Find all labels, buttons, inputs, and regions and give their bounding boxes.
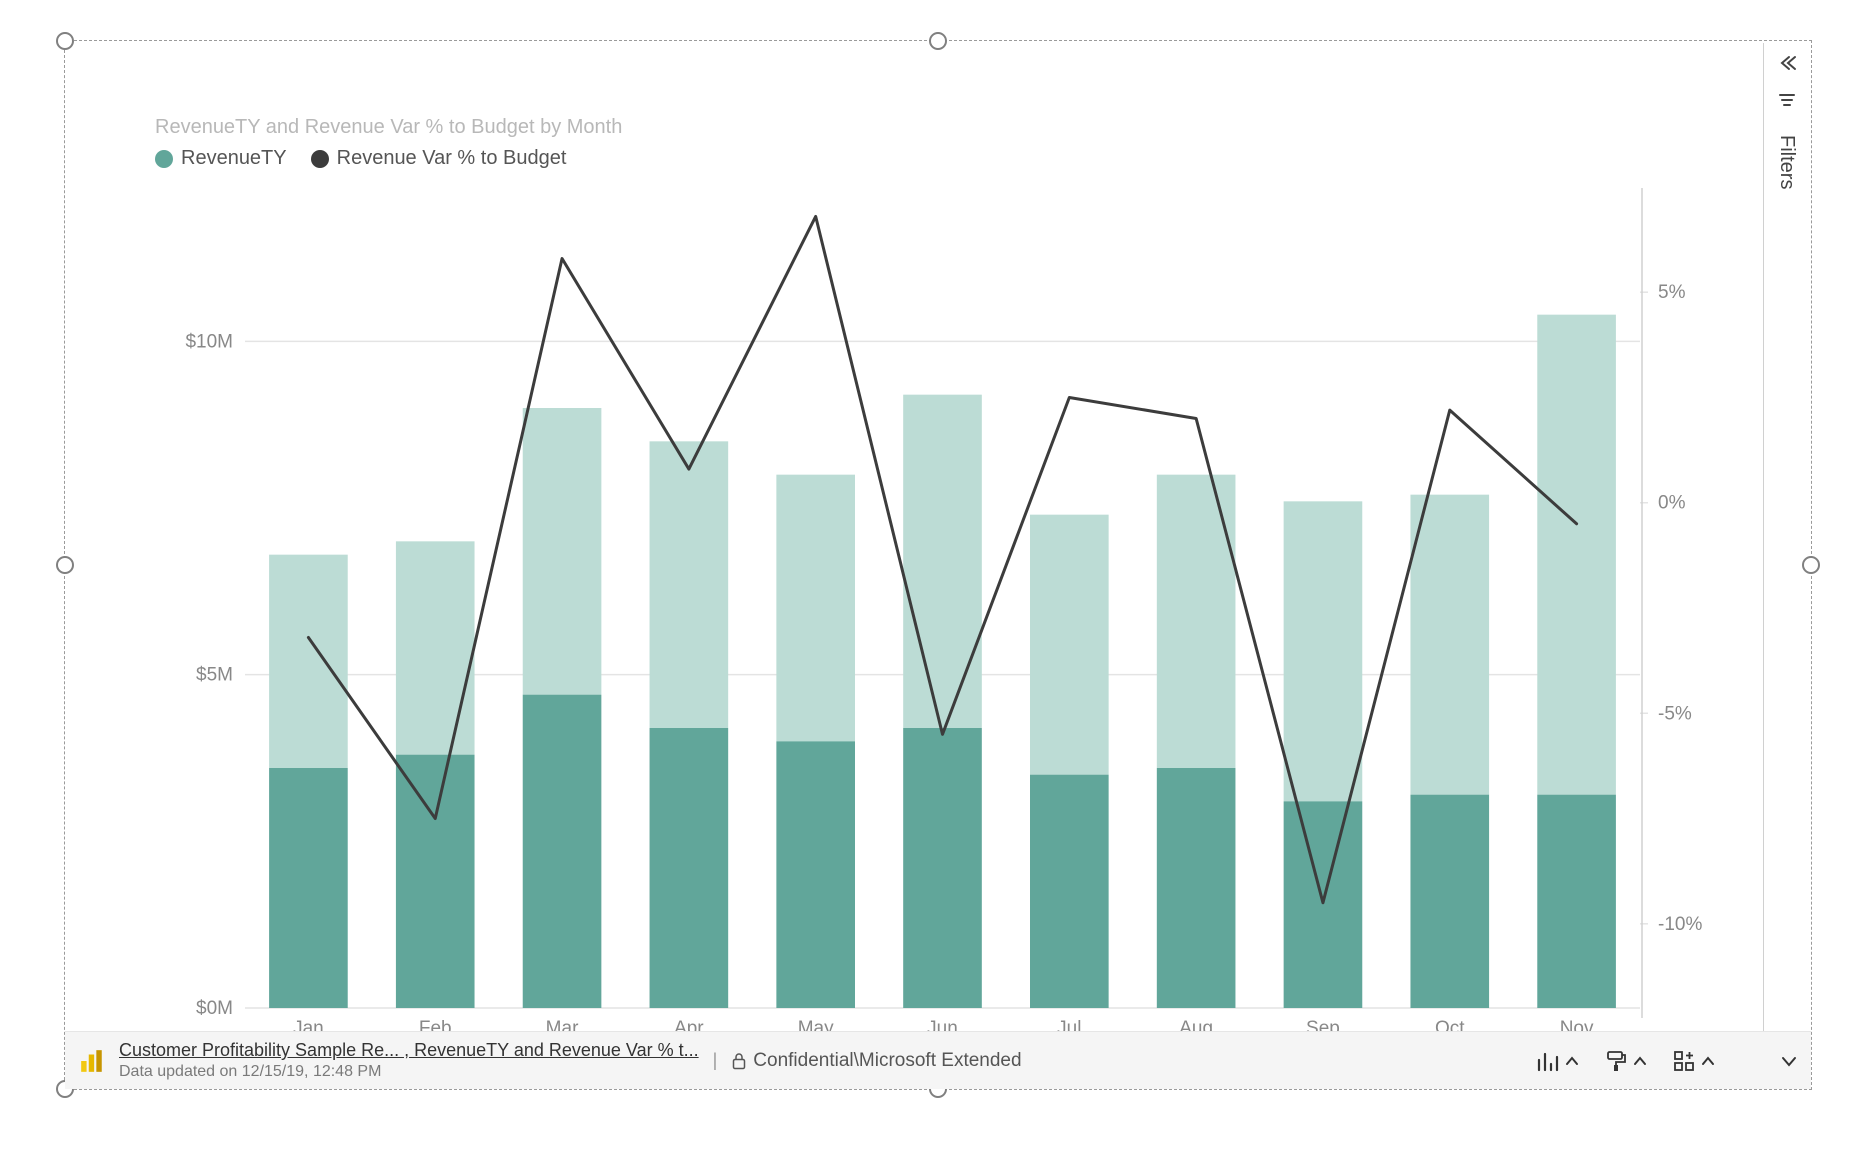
resize-handle[interactable] <box>929 32 947 50</box>
legend-label: Revenue Var % to Budget <box>337 147 567 170</box>
svg-text:$5M: $5M <box>196 665 233 686</box>
selection-frame: RevenueTY and Revenue Var % to Budget by… <box>64 40 1812 1090</box>
chevron-down-icon <box>1781 1055 1797 1067</box>
separator: | <box>713 1050 718 1071</box>
legend-item-variance[interactable]: Revenue Var % to Budget <box>311 147 567 170</box>
chevron-up-icon <box>1633 1056 1647 1066</box>
breadcrumb[interactable]: Customer Profitability Sample Re... , Re… <box>119 1040 699 1062</box>
resize-handle[interactable] <box>56 556 74 574</box>
last-updated-text: Data updated on 12/15/19, 12:48 PM <box>119 1062 699 1081</box>
chevron-up-icon <box>1565 1056 1579 1066</box>
sensitivity-text: Confidential\Microsoft Extended <box>753 1050 1021 1072</box>
status-bar: Customer Profitability Sample Re... , Re… <box>65 1031 1811 1089</box>
chevron-up-icon <box>1701 1056 1715 1066</box>
svg-text:5%: 5% <box>1658 282 1686 303</box>
chart-svg: $0M$5M$10M-10%-5%0%5%JanFebMarAprMayJunJ… <box>155 178 1730 1048</box>
filters-pane[interactable]: Filters <box>1763 43 1809 1048</box>
collapse-filters-icon[interactable] <box>1777 55 1797 71</box>
chart-visual[interactable]: RevenueTY and Revenue Var % to Budget by… <box>155 106 1730 1066</box>
filters-icon[interactable] <box>1778 91 1796 109</box>
svg-text:$10M: $10M <box>185 331 233 352</box>
legend-swatch <box>155 150 173 168</box>
svg-text:-5%: -5% <box>1658 703 1692 724</box>
powerbi-logo-icon <box>79 1048 105 1074</box>
format-menu[interactable] <box>1605 1050 1647 1072</box>
svg-text:0%: 0% <box>1658 493 1686 514</box>
sensitivity-label[interactable]: Confidential\Microsoft Extended <box>731 1050 1021 1072</box>
legend-item-revenue[interactable]: RevenueTY <box>155 147 287 170</box>
chart-legend: RevenueTY Revenue Var % to Budget <box>155 147 1730 170</box>
bar-chart-icon <box>1535 1050 1559 1072</box>
fields-menu[interactable] <box>1673 1050 1715 1072</box>
chart-plot: $0M$5M$10M-10%-5%0%5%JanFebMarAprMayJunJ… <box>155 178 1730 1048</box>
svg-text:-10%: -10% <box>1658 914 1702 935</box>
expand-menu[interactable] <box>1781 1055 1797 1067</box>
lock-icon <box>731 1052 747 1070</box>
filters-label: Filters <box>1775 135 1798 189</box>
grid-add-icon <box>1673 1050 1695 1072</box>
chart-title: RevenueTY and Revenue Var % to Budget by… <box>155 116 1730 139</box>
legend-swatch <box>311 150 329 168</box>
svg-text:$0M: $0M <box>196 998 233 1019</box>
legend-label: RevenueTY <box>181 147 287 170</box>
visual-type-menu[interactable] <box>1535 1050 1579 1072</box>
resize-handle[interactable] <box>56 32 74 50</box>
paint-roller-icon <box>1605 1050 1627 1072</box>
footer-actions <box>1535 1050 1797 1072</box>
